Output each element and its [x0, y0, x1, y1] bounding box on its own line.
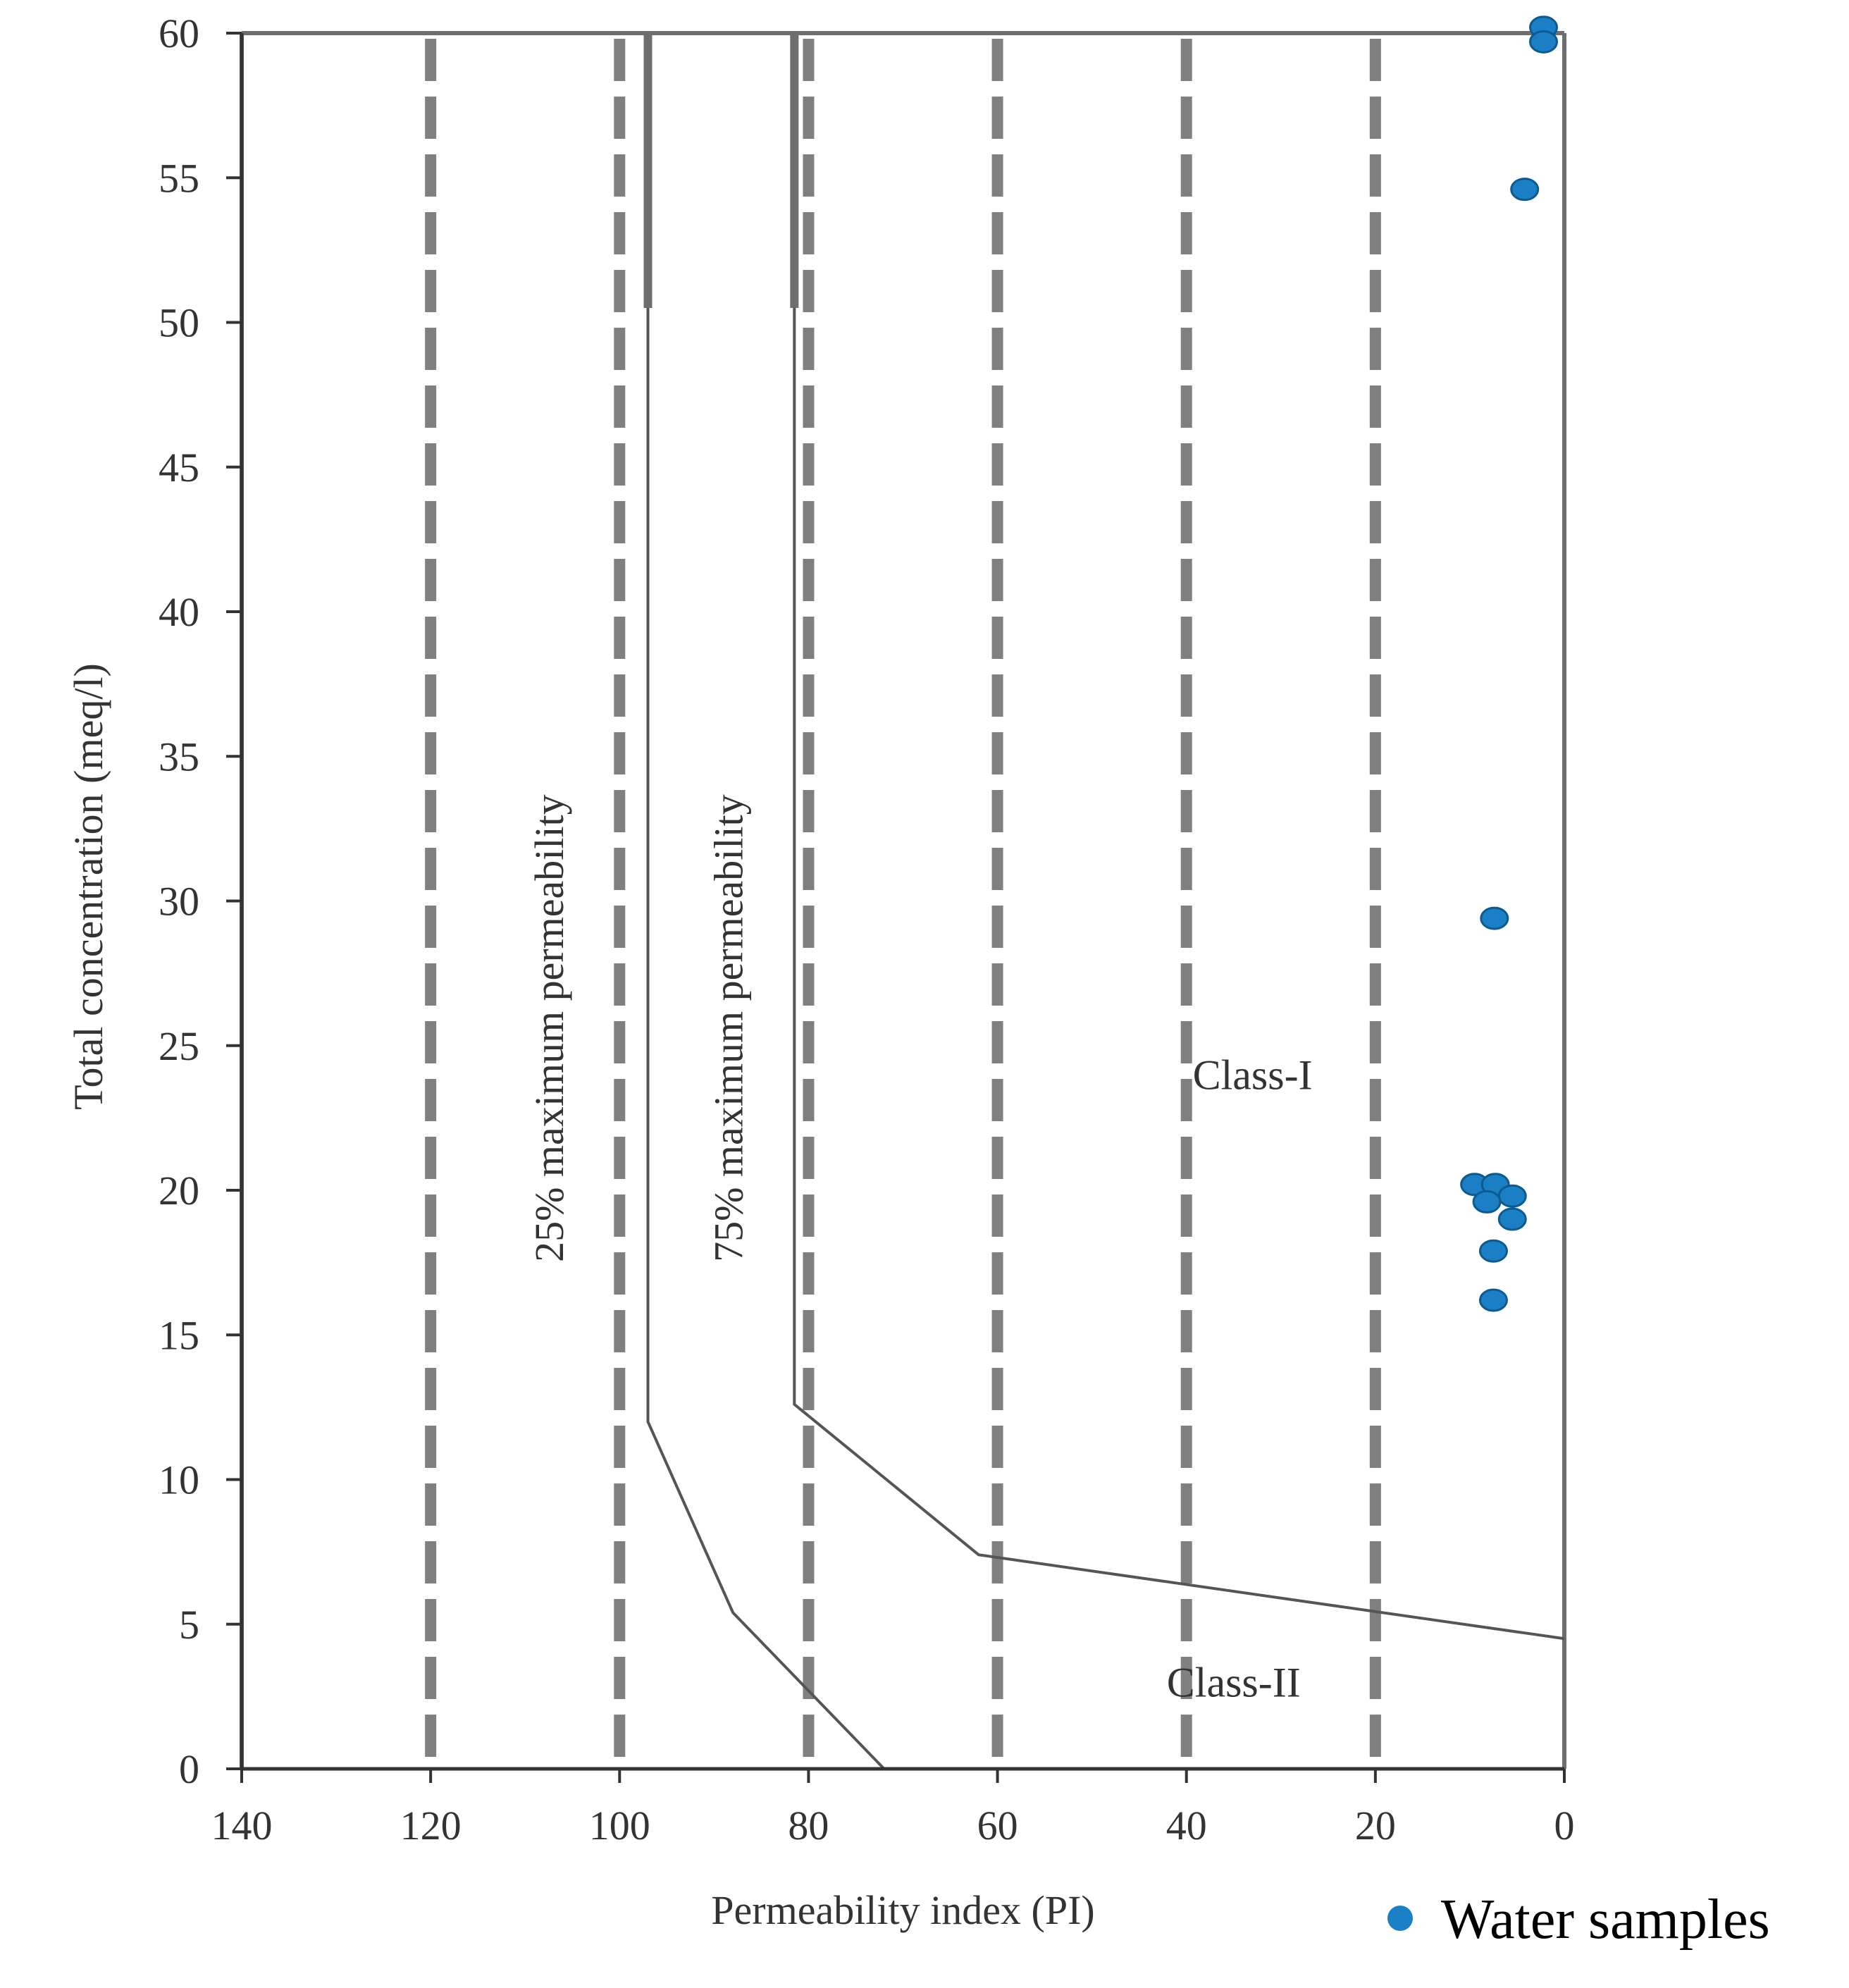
legend: Water samples: [1387, 1889, 1770, 1951]
grid-lines: [425, 39, 1381, 1769]
axes: 140 120 100 80 60 40 20 0 0 5 10 15 20 25 30 35 40 45 50 55…: [159, 11, 1575, 1848]
x-tick-label: 0: [1554, 1803, 1575, 1848]
curve-label: 25% maximum permeability: [526, 794, 572, 1262]
y-tick-label: 60: [159, 11, 199, 56]
boundary-line: [793, 33, 1565, 1641]
y-tick-label: 40: [159, 589, 199, 635]
y-tick-label: 25: [159, 1023, 199, 1069]
x-tick-label: 20: [1355, 1803, 1396, 1848]
boundary-line: [646, 33, 886, 1770]
y-axis-title: Total concentration (meq/l): [66, 663, 111, 1110]
x-tick-label: 40: [1166, 1803, 1207, 1848]
y-tick-label: 0: [179, 1746, 199, 1792]
boundary-lines: [643, 33, 1565, 1770]
y-tick-label: 35: [159, 734, 199, 779]
y-tick-label: 50: [159, 300, 199, 346]
region-label: Class-I: [1193, 1051, 1313, 1098]
plot-frame: [240, 31, 1566, 1769]
legend-marker: [1387, 1906, 1413, 1931]
y-tick-label: 30: [159, 879, 199, 925]
legend-label: Water samples: [1441, 1889, 1770, 1951]
data-points: [1460, 16, 1559, 1312]
y-tick-label: 20: [159, 1168, 199, 1214]
y-tick-label: 15: [159, 1312, 199, 1358]
x-axis-title: Permeability index (PI): [711, 1887, 1094, 1933]
data-point: [1480, 906, 1509, 930]
data-point: [1472, 1190, 1502, 1214]
y-tick-label: 55: [159, 155, 199, 201]
y-tick-label: 45: [159, 445, 199, 490]
chart-labels: Permeability index (PI) Total concentrati…: [66, 663, 1313, 1933]
curve-label: 75% maximum permeability: [706, 794, 752, 1262]
data-point: [1478, 1288, 1508, 1312]
y-tick-label: 10: [159, 1457, 199, 1503]
data-point: [1497, 1207, 1527, 1231]
x-tick-label: 140: [211, 1803, 273, 1848]
y-tick-label: 5: [179, 1602, 199, 1648]
x-tick-label: 100: [589, 1803, 650, 1848]
x-tick-label: 80: [788, 1803, 829, 1848]
x-tick-label: 120: [400, 1803, 462, 1848]
x-tick-label: 60: [977, 1803, 1018, 1848]
region-label: Class-II: [1167, 1659, 1301, 1705]
data-point: [1529, 30, 1559, 54]
data-point: [1497, 1184, 1527, 1208]
data-point: [1510, 178, 1540, 202]
data-point: [1478, 1239, 1508, 1263]
